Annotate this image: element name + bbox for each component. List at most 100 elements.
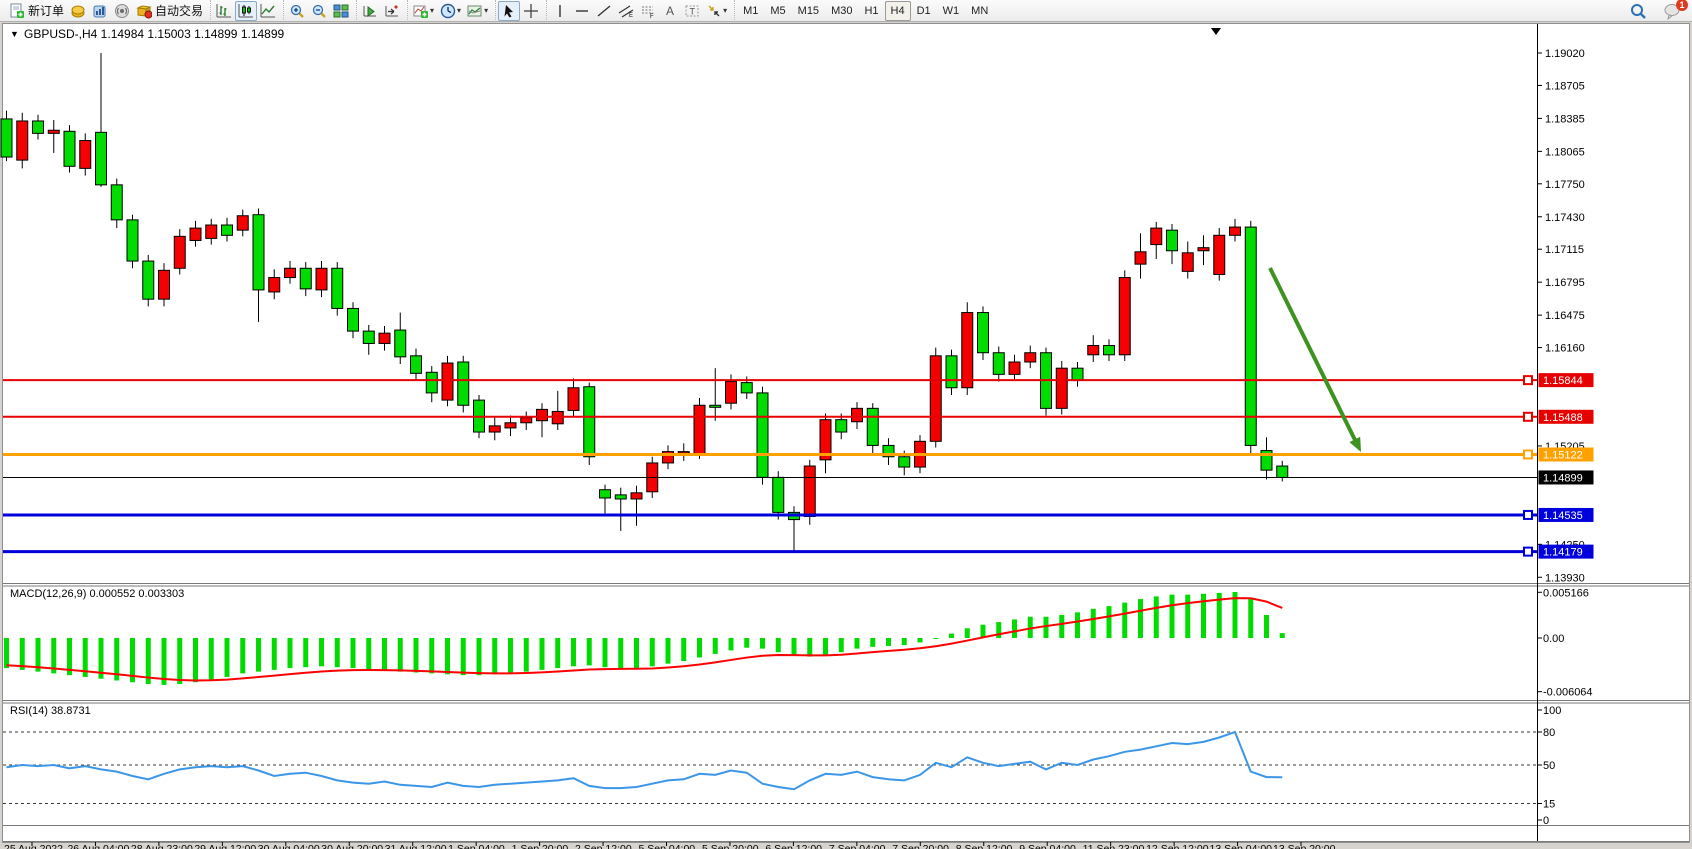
candle-body[interactable]	[1213, 234, 1226, 275]
candle-body[interactable]	[236, 215, 249, 231]
fibonacci-button[interactable]: F	[637, 1, 659, 21]
candle-body[interactable]	[173, 235, 186, 269]
candlestick-chart-button[interactable]	[235, 0, 258, 21]
periods-button[interactable]: ▾	[437, 1, 464, 21]
templates-button[interactable]: ▾	[464, 1, 491, 21]
auto-scroll-button[interactable]	[359, 1, 381, 21]
candle-body[interactable]	[1055, 367, 1068, 409]
chart-shift-button[interactable]	[381, 1, 403, 21]
candle-body[interactable]	[1008, 361, 1021, 375]
candle-body[interactable]	[1276, 465, 1289, 478]
level-line-anchor[interactable]	[1523, 411, 1533, 422]
candle-body[interactable]	[1087, 345, 1100, 356]
candle-body[interactable]	[992, 352, 1005, 375]
candle-body[interactable]	[362, 330, 375, 344]
zoom-in-button[interactable]	[286, 1, 308, 21]
candle-body[interactable]	[803, 465, 816, 517]
candle-body[interactable]	[709, 404, 722, 408]
candle-body[interactable]	[929, 355, 942, 442]
candle-body[interactable]	[504, 422, 517, 429]
timeframe-m5[interactable]: M5	[770, 4, 786, 17]
candle-body[interactable]	[1197, 247, 1210, 252]
text-button[interactable]: A	[659, 1, 681, 21]
candle-body[interactable]	[1071, 367, 1084, 382]
level-line-anchor[interactable]	[1523, 546, 1533, 557]
candle-body[interactable]	[1134, 251, 1147, 265]
chart-window[interactable]	[2, 23, 1690, 843]
candle-body[interactable]	[158, 269, 170, 300]
candle-body[interactable]	[79, 140, 92, 169]
crosshair-button[interactable]	[520, 1, 542, 21]
candle-body[interactable]	[630, 492, 643, 500]
candle-body[interactable]	[0, 118, 13, 158]
timeframe-h1[interactable]: H1	[864, 4, 879, 17]
candle-body[interactable]	[614, 494, 627, 500]
candle-body[interactable]	[866, 407, 879, 446]
candle-body[interactable]	[520, 417, 533, 424]
candle-body[interactable]	[740, 382, 753, 394]
candle-body[interactable]	[1260, 450, 1273, 471]
candle-body[interactable]	[977, 312, 989, 354]
candle-body[interactable]	[599, 489, 611, 499]
candle-body[interactable]	[221, 224, 233, 236]
candle-body[interactable]	[898, 456, 911, 468]
candle-body[interactable]	[772, 476, 785, 513]
candle-body[interactable]	[95, 131, 107, 186]
level-line-anchor[interactable]	[1523, 375, 1533, 386]
candle-body[interactable]	[488, 425, 501, 433]
candle-body[interactable]	[1150, 227, 1163, 246]
candle-body[interactable]	[961, 312, 974, 389]
level-line-anchor[interactable]	[1523, 509, 1533, 520]
zoom-out-button[interactable]	[308, 1, 330, 21]
candle-body[interactable]	[677, 451, 690, 454]
candle-body[interactable]	[189, 227, 202, 241]
candle-body[interactable]	[347, 307, 359, 332]
candle-body[interactable]	[410, 355, 422, 374]
candle-body[interactable]	[252, 214, 265, 291]
candle-body[interactable]	[1024, 352, 1037, 363]
text-label-button[interactable]: T	[681, 1, 703, 21]
candle-body[interactable]	[47, 129, 60, 134]
signals-button[interactable]	[111, 1, 133, 21]
funds-button[interactable]	[67, 1, 89, 21]
candle-body[interactable]	[205, 224, 218, 239]
vertical-line-button[interactable]	[549, 1, 571, 21]
chart-shift-marker-icon[interactable]	[1211, 28, 1221, 35]
timeframe-m30[interactable]: M30	[831, 4, 853, 17]
candle-body[interactable]	[394, 329, 407, 358]
candle-body[interactable]	[1118, 277, 1131, 356]
search-button[interactable]	[1626, 1, 1650, 21]
candle-body[interactable]	[284, 267, 296, 279]
candle-body[interactable]	[819, 419, 832, 461]
horizontal-line-button[interactable]	[571, 1, 593, 21]
arrows-button[interactable]: ▾	[703, 1, 730, 21]
candle-body[interactable]	[32, 120, 44, 134]
candle-body[interactable]	[1229, 226, 1241, 236]
candle-body[interactable]	[882, 444, 895, 458]
trend-arrow[interactable]	[1268, 267, 1360, 447]
timeframe-mn[interactable]: MN	[971, 4, 989, 17]
candle-body[interactable]	[1244, 226, 1257, 446]
timeframe-m1[interactable]: M1	[743, 4, 759, 17]
cursor-button[interactable]	[498, 0, 521, 21]
indicators-button[interactable]: ▾	[410, 1, 437, 21]
candle-body[interactable]	[567, 387, 580, 411]
chat-button[interactable]: 1	[1660, 0, 1688, 21]
reports-button[interactable]	[89, 1, 111, 21]
candle-body[interactable]	[315, 267, 328, 291]
candle-body[interactable]	[583, 386, 596, 458]
candle-body[interactable]	[1103, 345, 1115, 356]
candle-body[interactable]	[425, 371, 438, 394]
candle-body[interactable]	[1181, 252, 1194, 272]
timeframe-m15[interactable]: M15	[797, 4, 820, 17]
candle-body[interactable]	[378, 332, 391, 344]
candle-body[interactable]	[945, 355, 958, 389]
candle-body[interactable]	[725, 381, 737, 404]
candle-body[interactable]	[110, 184, 123, 221]
candle-body[interactable]	[63, 130, 76, 167]
candle-body[interactable]	[1166, 229, 1178, 252]
new-order-button[interactable]: 新订单	[6, 1, 67, 21]
candle-body[interactable]	[299, 267, 312, 290]
candle-body[interactable]	[126, 219, 139, 262]
